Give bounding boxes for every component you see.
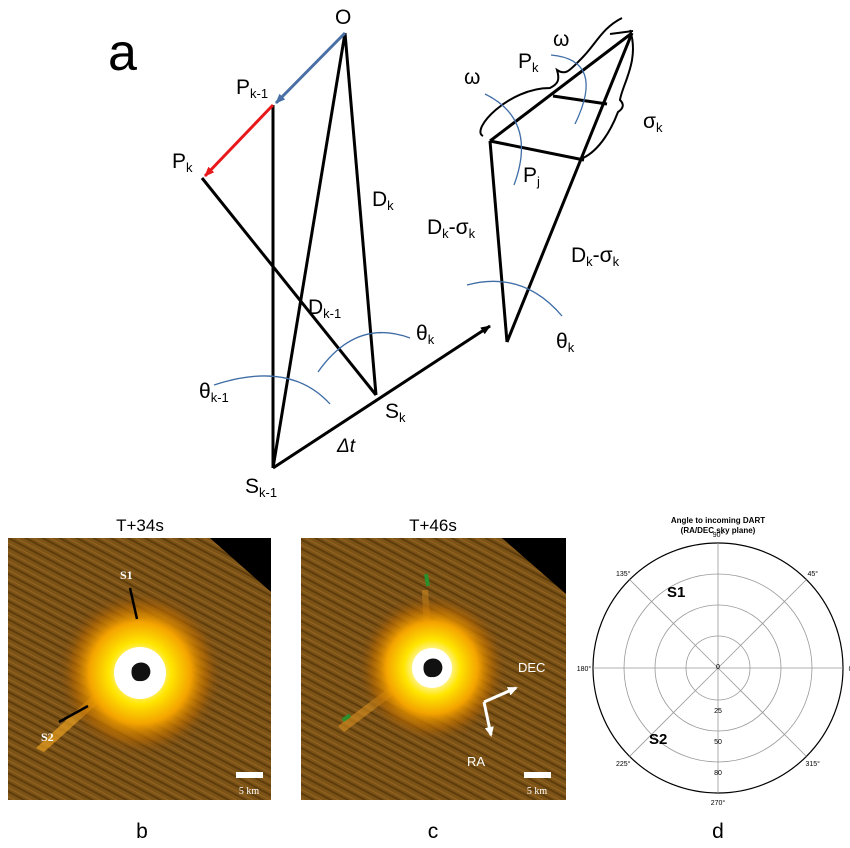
pointer-s1 xyxy=(128,587,139,620)
inset-line-pj-vertex xyxy=(488,140,509,343)
polar-title-line2: (RA/DEC sky plane) xyxy=(681,526,756,535)
angle-label: 225° xyxy=(616,760,631,768)
label-ra: RA xyxy=(467,754,485,769)
inset-chord-lower xyxy=(489,139,585,162)
label-delta-t: Δt xyxy=(336,436,356,457)
radial-label: 80 xyxy=(714,770,722,777)
label-theta-km1: θk-1 xyxy=(199,380,229,405)
label-omega-top: ω xyxy=(553,28,569,51)
velocity-arrow xyxy=(272,324,491,470)
polar-spoke xyxy=(717,667,807,757)
panel-a: a O Pk-1 Pk Dk Dk-1 θk θk-1 Sk Sk-1 Δt xyxy=(108,6,663,500)
panel-d-letter: d xyxy=(712,820,724,843)
radial-label: 0 xyxy=(716,664,720,671)
label-d-k: Dk xyxy=(372,188,394,213)
polar-spoke xyxy=(629,667,719,757)
angle-label: 45° xyxy=(807,570,818,578)
label-s2: S2 xyxy=(649,731,667,748)
arc-omega-top xyxy=(550,54,587,125)
angle-label: 270° xyxy=(711,799,726,807)
line-pk-sk xyxy=(200,177,378,396)
dec-arrow xyxy=(483,686,518,704)
image-t46 xyxy=(301,538,566,800)
label-dk-sigma-right: Dk-σk xyxy=(571,244,620,269)
line-o-skm1 xyxy=(271,32,347,469)
arc-theta-km1 xyxy=(213,375,331,405)
polar-spoke xyxy=(717,579,807,669)
label-theta-inset: θk xyxy=(556,330,575,355)
label-d-km1: Dk-1 xyxy=(308,296,341,321)
main-geometry xyxy=(200,32,491,470)
label-inset-p-k: Pk xyxy=(518,50,539,75)
scale-label-b: 5 km xyxy=(239,786,260,797)
inset-tick xyxy=(609,30,634,35)
label-o: O xyxy=(335,6,351,29)
scale-bar-b xyxy=(236,772,263,778)
label-p-k: Pk xyxy=(172,150,193,175)
panel-b-letter: b xyxy=(136,820,148,843)
blue-arrow-o-to-pkm1 xyxy=(274,31,347,105)
inset-chord-upper xyxy=(552,94,608,106)
label-s1: S1 xyxy=(120,568,133,582)
arc-omega-left xyxy=(484,93,523,186)
label-dk-sigma-left: Dk-σk xyxy=(427,216,476,241)
radial-label: 25 xyxy=(714,708,722,715)
panel-d: Angle to incoming DART (RA/DEC sky plane… xyxy=(577,516,850,843)
label-s-k: Sk xyxy=(385,400,406,425)
panel-c-letter: c xyxy=(428,820,439,843)
brace-sigma xyxy=(582,29,634,159)
polar-title-line1: Angle to incoming DART xyxy=(671,516,765,525)
line-o-sk xyxy=(343,32,378,396)
label-p-km1: Pk-1 xyxy=(236,76,268,101)
panel-c: T+46s DEC RA 5 km c xyxy=(301,516,566,843)
label-omega-left: ω xyxy=(464,66,480,89)
angle-label: 0° xyxy=(849,665,850,673)
angle-label: 135° xyxy=(616,570,631,578)
label-p-j: Pj xyxy=(523,164,540,189)
ra-arrow xyxy=(482,701,494,737)
inset-geometry xyxy=(488,30,634,343)
angle-label: 180° xyxy=(577,665,592,673)
inset-line-apex-pj xyxy=(489,31,633,143)
panel-a-letter: a xyxy=(108,24,137,82)
angle-label: 315° xyxy=(806,760,821,768)
angle-label: 90° xyxy=(713,531,724,539)
label-theta-k: θk xyxy=(416,322,435,347)
red-arrow-pkm1-to-pk xyxy=(203,103,275,178)
radial-label: 50 xyxy=(714,739,722,746)
label-dec: DEC xyxy=(518,660,545,675)
polar-spoke xyxy=(629,579,719,669)
brace-pk xyxy=(479,17,623,137)
panel-b: T+34s S1 S2 5 km b xyxy=(8,516,271,843)
scale-bar-c xyxy=(524,772,551,778)
arc-theta-inset xyxy=(466,280,563,317)
panel-b-title: T+34s xyxy=(116,516,164,535)
image-t34 xyxy=(8,538,271,800)
label-s1: S1 xyxy=(667,584,685,601)
label-s-km1: Sk-1 xyxy=(245,475,277,500)
pointer-s2 xyxy=(58,704,89,724)
inset-line-apex-vertex xyxy=(505,32,634,343)
scale-label-c: 5 km xyxy=(527,786,548,797)
polar-plot: 0° 45° 90° 135° 180° 225° 270° 315° 0 25 50 80 xyxy=(577,531,850,807)
label-s2: S2 xyxy=(41,730,54,744)
arc-theta-k xyxy=(317,331,411,373)
label-sigma-k: σk xyxy=(643,110,663,135)
panel-c-title: T+46s xyxy=(409,516,457,535)
